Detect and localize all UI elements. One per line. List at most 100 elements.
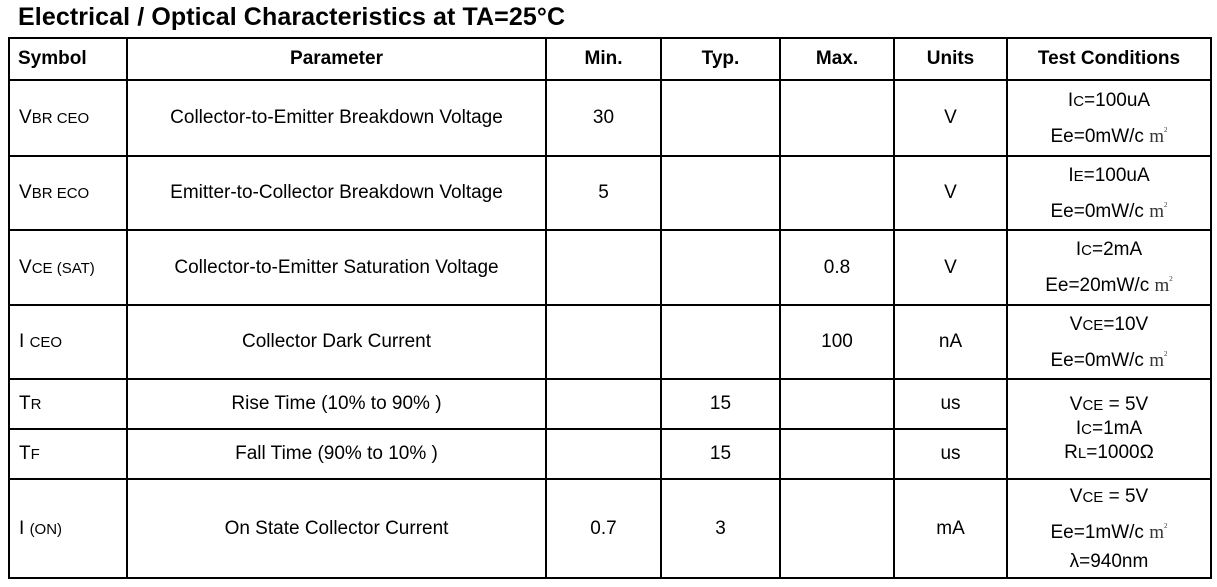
cond-main: Ee=20mW/c <box>1045 275 1155 296</box>
parameter-cell: Fall Time (90% to 10% ) <box>126 428 547 480</box>
condition-line: Ee=1mW/c m2 <box>1008 512 1210 547</box>
table-row: VBR ECO Emitter-to-Collector Breakdown V… <box>8 155 1212 231</box>
symbol-main: T <box>19 393 31 414</box>
cond-rest: =10V <box>1103 313 1149 335</box>
cond-main: Ee=0mW/c <box>1050 125 1150 147</box>
symbol-subscript: R <box>30 396 42 413</box>
cond-main: I <box>1067 89 1074 111</box>
symbol-subscript: CEO <box>29 334 63 351</box>
condition-line: VCE = 5V <box>1008 393 1210 417</box>
max-cell <box>779 155 895 231</box>
condition-line: IC=100uA <box>1008 86 1210 116</box>
characteristics-table: Symbol Parameter Min. Typ. Max. Units Te… <box>8 37 1212 579</box>
cond-rest: =1000Ω <box>1086 442 1154 463</box>
condition-line: IE=100uA <box>1008 161 1210 191</box>
parameter-cell: On State Collector Current <box>126 478 547 579</box>
condition-line: IC=1mA <box>1008 417 1210 441</box>
unit-m: m <box>1149 125 1164 147</box>
symbol-cell: TR <box>8 378 128 430</box>
cond-main: R <box>1064 442 1078 463</box>
units-cell: us <box>893 428 1008 480</box>
condition-line: Ee=0mW/c m2 <box>1008 340 1210 375</box>
typ-cell: 15 <box>660 428 781 480</box>
table-row: VCE (SAT) Collector-to-Emitter Saturatio… <box>8 229 1212 306</box>
symbol-cell: TF <box>8 428 128 480</box>
units-cell: V <box>893 79 1008 157</box>
cond-rest: = 5V <box>1103 485 1149 507</box>
cond-subscript: C <box>1081 421 1092 438</box>
conditions-cell: IC=2mA Ee=20mW/c m2 <box>1006 229 1212 306</box>
units-cell: V <box>893 155 1008 231</box>
symbol-main: I <box>19 517 30 539</box>
condition-line: λ=940nm <box>1008 547 1210 576</box>
header-units: Units <box>893 37 1008 81</box>
square-meter-unit: m2 <box>1149 522 1167 543</box>
max-cell <box>779 378 895 430</box>
conditions-cell-switching: VCE = 5V IC=1mA RL=1000Ω <box>1006 378 1212 480</box>
symbol-main: V <box>19 182 32 203</box>
header-max: Max. <box>779 37 895 81</box>
header-min: Min. <box>545 37 662 81</box>
cond-main: λ=940nm <box>1069 550 1149 572</box>
unit-sup: 2 <box>1164 521 1168 530</box>
header-parameter: Parameter <box>126 37 547 81</box>
units-cell: mA <box>893 478 1008 579</box>
min-cell <box>545 304 662 380</box>
conditions-cell: IE=100uA Ee=0mW/c m2 <box>1006 155 1212 231</box>
condition-line: Ee=0mW/c m2 <box>1008 191 1210 226</box>
min-cell: 5 <box>545 155 662 231</box>
symbol-cell: I CEO <box>8 304 128 380</box>
table-row: TF Fall Time (90% to 10% ) 15 us <box>8 428 1211 480</box>
parameter-cell: Rise Time (10% to 90% ) <box>126 378 547 430</box>
cond-rest: =2mA <box>1091 239 1143 260</box>
cond-rest: =100uA <box>1083 164 1150 186</box>
typ-cell: 15 <box>660 378 781 430</box>
parameter-cell: Collector-to-Emitter Saturation Voltage <box>126 229 547 306</box>
cond-subscript: E <box>1073 167 1084 185</box>
table-row: TR Rise Time (10% to 90% ) 15 us VCE = 5… <box>8 378 1212 480</box>
square-meter-unit: m2 <box>1149 350 1167 371</box>
min-cell <box>545 428 662 480</box>
cond-subscript: C <box>1073 92 1085 110</box>
cond-main: I <box>1075 418 1082 439</box>
page-title: Electrical / Optical Characteristics at … <box>18 3 566 31</box>
condition-line: VCE = 5V <box>1008 482 1210 512</box>
symbol-subscript: BR ECO <box>31 185 90 202</box>
header-symbol: Symbol <box>8 37 128 81</box>
max-cell <box>779 428 895 480</box>
cond-main: I <box>1075 239 1082 260</box>
typ-cell <box>660 79 781 157</box>
min-cell: 30 <box>545 79 662 157</box>
units-cell: nA <box>893 304 1008 380</box>
max-cell: 100 <box>779 304 895 380</box>
symbol-cell: I (ON) <box>8 478 128 579</box>
symbol-subscript: F <box>30 446 40 463</box>
symbol-subscript: BR CEO <box>31 110 90 127</box>
min-cell: 0.7 <box>545 478 662 579</box>
unit-m: m <box>1154 275 1170 296</box>
unit-sup: 2 <box>1164 349 1168 358</box>
unit-sup: 2 <box>1164 200 1168 209</box>
unit-m: m <box>1149 521 1164 543</box>
typ-cell: 3 <box>660 478 781 579</box>
header-row: Symbol Parameter Min. Typ. Max. Units Te… <box>8 37 1212 81</box>
condition-line: VCE=10V <box>1008 310 1210 340</box>
symbol-main: T <box>19 443 31 464</box>
cond-main: V <box>1069 313 1083 335</box>
unit-sup: 2 <box>1169 275 1173 283</box>
conditions-cell: IC=100uA Ee=0mW/c m2 <box>1006 79 1212 157</box>
header-typ: Typ. <box>660 37 781 81</box>
square-meter-unit: m2 <box>1149 201 1167 222</box>
square-meter-unit: m2 <box>1149 126 1167 147</box>
symbol-main: V <box>19 256 32 278</box>
parameter-cell: Emitter-to-Collector Breakdown Voltage <box>126 155 547 231</box>
cond-subscript: CE <box>1082 397 1104 414</box>
symbol-main: I <box>19 331 30 352</box>
table-row: I (ON) On State Collector Current 0.7 3 … <box>8 478 1212 579</box>
condition-line: RL=1000Ω <box>1008 441 1210 465</box>
header-test-conditions: Test Conditions <box>1006 37 1212 81</box>
min-cell <box>545 378 662 430</box>
typ-cell <box>660 155 781 231</box>
cond-main: V <box>1069 394 1083 415</box>
typ-cell <box>660 304 781 380</box>
